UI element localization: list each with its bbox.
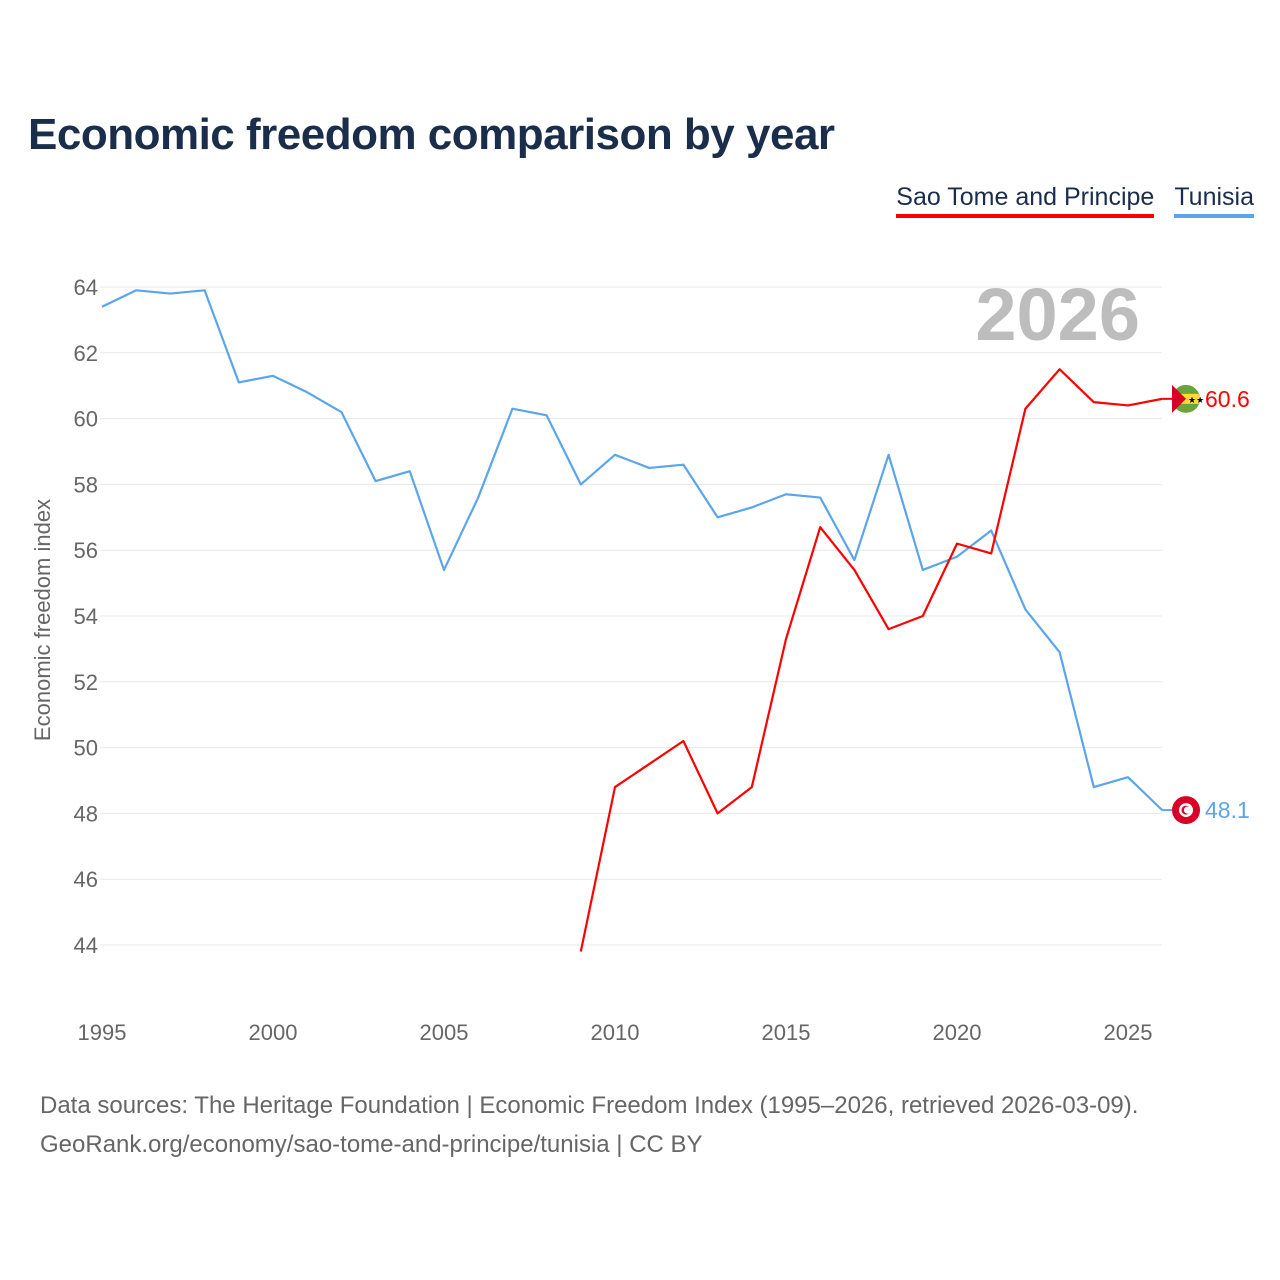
y-tick-label: 62 xyxy=(74,341,98,366)
x-tick-label: 2025 xyxy=(1104,1020,1153,1045)
legend-item-sao-tome[interactable]: Sao Tome and Principe xyxy=(896,183,1155,218)
source-link[interactable]: GeoRank.org/economy/sao-tome-and-princip… xyxy=(40,1131,703,1158)
y-tick-label: 52 xyxy=(74,670,98,695)
y-tick-label: 54 xyxy=(74,604,98,629)
end-value-label: 48.1 xyxy=(1205,797,1250,823)
end-value-label: 60.6 xyxy=(1205,386,1250,412)
y-tick-label: 44 xyxy=(74,933,98,958)
sao-tome-flag-icon: ★★ xyxy=(1172,384,1204,413)
x-tick-label: 2000 xyxy=(249,1020,298,1045)
flag-stars: ★★ xyxy=(1188,395,1204,405)
y-tick-label: 56 xyxy=(74,538,98,563)
series-line-tunisia xyxy=(101,289,1163,811)
y-tick-label: 64 xyxy=(74,275,98,300)
footer: Data sources: The Heritage Foundation | … xyxy=(40,1086,1138,1164)
data-sources: Data sources: The Heritage Foundation | … xyxy=(40,1092,1139,1119)
chart-title: Economic freedom comparison by year xyxy=(28,110,835,159)
y-tick-label: 58 xyxy=(74,472,98,497)
x-tick-label: 1995 xyxy=(78,1020,127,1045)
flag-crescent-cut xyxy=(1183,806,1192,814)
year-watermark: 2026 xyxy=(975,273,1140,356)
tunisia-flag-icon xyxy=(1172,796,1200,825)
series-line-sao-tome xyxy=(579,368,1163,952)
y-tick-label: 46 xyxy=(74,867,98,892)
x-tick-label: 2015 xyxy=(762,1020,811,1045)
y-tick-label: 48 xyxy=(74,801,98,826)
x-tick-label: 2005 xyxy=(420,1020,469,1045)
y-tick-label: 60 xyxy=(74,407,98,432)
y-tick-label: 50 xyxy=(74,736,98,761)
x-tick-label: 2010 xyxy=(591,1020,640,1045)
y-axis-label: Economic freedom index xyxy=(30,499,55,741)
x-tick-label: 2020 xyxy=(933,1020,982,1045)
flag-red xyxy=(1172,384,1186,413)
legend-item-tunisia[interactable]: Tunisia xyxy=(1174,183,1254,218)
legend: Sao Tome and Principe Tunisia xyxy=(896,183,1254,218)
